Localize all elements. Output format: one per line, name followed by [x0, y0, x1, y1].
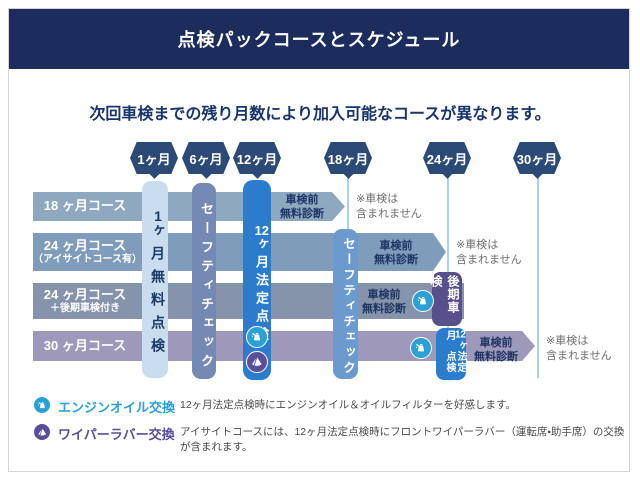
column-12month-legal-inspection: 12ヶ月法定点検 — [243, 180, 271, 380]
engine-oil-icon — [412, 290, 434, 312]
marker-label: 24ヶ月 — [426, 151, 468, 167]
timeline-marker-18month: 18ヶ月 — [324, 142, 372, 179]
marker-label: 18ヶ月 — [327, 151, 369, 167]
page-header: 点検パックコースとスケジュール — [9, 9, 629, 69]
course-label-18month: 18 ヶ月コース — [33, 199, 137, 214]
course-sublabel-text: （アイサイトコース有） — [33, 253, 142, 265]
timeline-marker-6month: 6ヶ月 — [182, 142, 230, 179]
wiper-glyph — [38, 428, 46, 436]
course-label-24month-latter: 24 ヶ月コース ＋後期車検付き — [33, 286, 137, 314]
engine-oil-icon — [33, 396, 51, 414]
intro-text: 次回車検までの残り月数により加入可能なコースが異なります。 — [89, 106, 551, 123]
timeline-marker-30month: 30ヶ月 — [513, 142, 561, 179]
course-sublabel-text: ＋後期車検付き — [50, 302, 120, 314]
timeline-marker-24month: 24ヶ月 — [423, 142, 471, 179]
marker-label: 30ヶ月 — [516, 151, 558, 167]
column-line-2: 法定点検 — [444, 351, 466, 374]
column-line-1: 12ヶ月 — [436, 330, 466, 351]
oil-can-glyph — [416, 344, 425, 352]
engine-oil-icon — [410, 337, 432, 359]
column-rest: ヶ月法定点検 — [254, 236, 269, 345]
wiper-rubber-icon — [33, 423, 51, 441]
guide-line-30month — [537, 176, 539, 378]
course-bar-24month-eyesight: 24 ヶ月コース （アイサイトコース有） — [33, 233, 446, 271]
column-rest: ヶ月無料点検 — [150, 222, 166, 361]
legend-wiper-description: アイサイトコースには、12ヶ月法定点検時にフロントワイパーラバー（運転席・助手席… — [180, 426, 625, 454]
pre-inspection-diagnosis-30month: 車検前 無料診断 — [474, 337, 518, 363]
column-text: 12ヶ月法定点検 — [243, 224, 271, 345]
column-number: 1 — [154, 208, 162, 223]
page-title: 点検パックコースとスケジュール — [177, 30, 461, 50]
column-latter-term-shaken: 後期車検 — [429, 272, 462, 326]
column-text: 1ヶ月無料点検 — [142, 209, 168, 361]
column-number: 12 — [455, 330, 466, 340]
column-number: 12 — [254, 223, 269, 237]
course-bar-18month: 18 ヶ月コース — [33, 192, 345, 221]
timeline-marker-1month: 1ヶ月 — [130, 142, 178, 179]
course-label-30month: 30 ヶ月コース — [33, 339, 137, 354]
course-label-text: 30 ヶ月コース — [43, 337, 127, 353]
marker-label: 6ヶ月 — [189, 151, 223, 167]
column-number-unit: ヶ月 — [444, 330, 466, 351]
course-label-text: 24 ヶ月コース — [43, 286, 127, 302]
timeline-marker-12month: 12ヶ月 — [233, 142, 281, 179]
legend-wiper-label: ワイパーラバー交換 — [58, 427, 175, 442]
column-1month-free-inspection: 1ヶ月無料点検 — [142, 181, 168, 378]
note-no-shaken-30month: ※車検は 含まれません — [546, 335, 612, 362]
oil-can-glyph — [252, 333, 261, 341]
marker-hexagon: 6ヶ月 — [182, 142, 230, 174]
wiper-glyph — [252, 357, 262, 367]
pre-inspection-diagnosis-18month: 車検前 無料診断 — [280, 194, 324, 220]
marker-hexagon: 18ヶ月 — [324, 142, 372, 174]
wiper-rubber-icon — [246, 351, 268, 373]
legend-oil-label: エンジンオイル交換 — [58, 400, 176, 415]
marker-label: 1ヶ月 — [137, 151, 171, 167]
legend-oil-description: 12ヶ月法定点検時にエンジンオイル＆オイルフィルターを好感します。 — [180, 399, 516, 411]
engine-oil-icon — [246, 326, 268, 348]
course-label-text: 24 ヶ月コース — [43, 237, 127, 253]
pre-inspection-diagnosis-24month-latter: 車検前 無料診断 — [362, 289, 406, 315]
column-12month-legal-inspection-small: 12ヶ月 法定点検 — [436, 328, 466, 380]
column-safety-check-1: セーフティチェック — [192, 183, 216, 379]
pre-inspection-diagnosis-24month-eyesight: 車検前 無料診断 — [374, 240, 418, 266]
column-safety-check-2: セーフティチェック — [333, 229, 358, 379]
course-label-text: 18 ヶ月コース — [43, 198, 127, 214]
oil-can-glyph — [418, 297, 427, 305]
marker-hexagon: 24ヶ月 — [423, 142, 471, 174]
course-label-24month-eyesight: 24 ヶ月コース （アイサイトコース有） — [33, 239, 137, 265]
marker-label: 12ヶ月 — [236, 151, 278, 167]
note-no-shaken-24month: ※車検は 含まれません — [456, 239, 522, 266]
note-no-shaken-18month: ※車検は 含まれません — [356, 193, 422, 220]
oil-can-glyph — [38, 401, 45, 408]
